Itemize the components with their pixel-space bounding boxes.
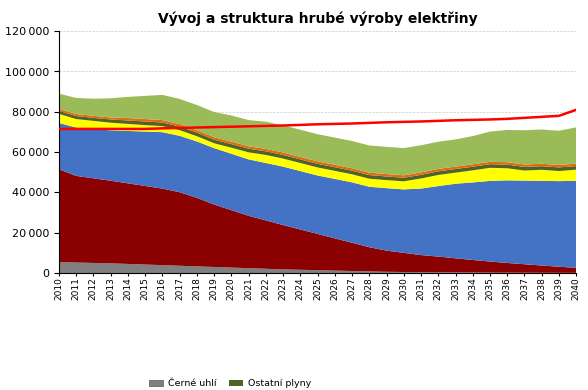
Legend: Černé uhlí, Hnědé uhlí, Jádro, Zemní plyn, Ostatní plyny, Obnovitelné a druhotné: Černé uhlí, Hnědé uhlí, Jádro, Zemní ply… (149, 379, 486, 390)
Title: Vývoj a struktura hrubé výroby elektřiny: Vývoj a struktura hrubé výroby elektřiny (158, 11, 477, 26)
